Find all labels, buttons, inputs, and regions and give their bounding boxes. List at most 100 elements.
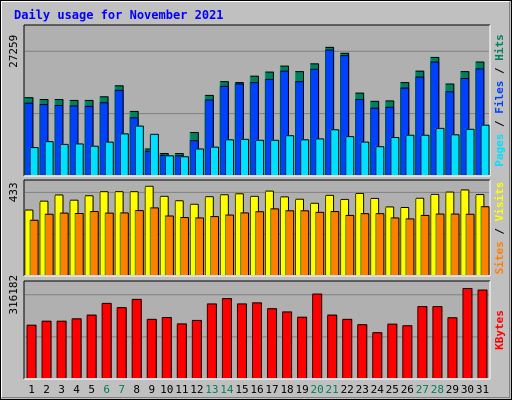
legend-entry-sites: Sites [493, 241, 506, 274]
bar-sites [104, 212, 114, 275]
x-tick-label: 27 [416, 383, 429, 396]
bar-visits [159, 195, 169, 275]
bar-pages [330, 129, 340, 175]
bar-kbytes [146, 318, 157, 378]
legend-top: Pages / Files / Hits [493, 34, 506, 167]
bar-visits [54, 194, 64, 275]
bar-pages [164, 155, 174, 175]
bar-pages [345, 136, 355, 175]
bar-kbytes [161, 317, 172, 378]
bar-pages [210, 146, 220, 175]
bar-visits [219, 194, 229, 275]
bar-files [144, 150, 154, 175]
x-tick-label: 31 [476, 383, 489, 396]
x-tick-label: 8 [133, 383, 140, 396]
bar-kbytes [432, 306, 443, 378]
bar-visits [294, 198, 304, 275]
legend-entry-pages: Pages [493, 134, 506, 167]
x-tick-label: 15 [235, 383, 248, 396]
bar-sites [315, 211, 325, 275]
bar-files [385, 106, 395, 175]
bar-sites [179, 217, 189, 275]
bar-sites [89, 211, 99, 275]
bar-files [294, 81, 304, 175]
bar-kbytes [462, 287, 473, 378]
bar-visits [325, 194, 335, 275]
bar-kbytes [191, 319, 202, 378]
x-tick-label: 25 [386, 383, 399, 396]
bar-files [234, 83, 244, 175]
bar-kbytes [236, 303, 247, 378]
bar-sites [225, 214, 235, 275]
bar-sites [119, 212, 129, 275]
bar-visits [355, 192, 365, 275]
bar-kbytes [477, 289, 488, 378]
legend-entry-kbytes: KBytes [493, 310, 506, 350]
bar-visits [204, 196, 214, 275]
bar-kbytes [131, 298, 142, 378]
bar-files [264, 78, 274, 175]
bar-visits [340, 198, 350, 275]
bar-visits [114, 191, 124, 275]
bar-visits [69, 199, 79, 275]
x-tick-label: 10 [160, 383, 173, 396]
legend-separator: / [493, 114, 506, 134]
bar-files [219, 85, 229, 175]
bar-pages [194, 148, 204, 175]
x-tick-label: 16 [250, 383, 263, 396]
x-tick-label: 14 [220, 383, 234, 396]
bar-sites [405, 218, 415, 275]
bar-kbytes [221, 298, 232, 378]
bar-pages [390, 137, 400, 175]
bar-files [415, 76, 425, 175]
x-tick-label: 9 [148, 383, 155, 396]
x-tick-label: 26 [401, 383, 414, 396]
x-tick-label: 12 [190, 383, 203, 396]
x-tick-label: 23 [356, 383, 369, 396]
bar-files [69, 105, 79, 175]
x-tick-label: 5 [88, 383, 95, 396]
x-tick-label: 24 [371, 383, 385, 396]
bar-files [475, 68, 485, 175]
bar-files [54, 104, 64, 175]
bar-files [159, 154, 169, 175]
bar-kbytes [267, 308, 278, 378]
bar-pages [435, 127, 445, 175]
bar-visits [24, 209, 34, 275]
bar-kbytes [342, 318, 353, 378]
bar-sites [330, 211, 340, 275]
bar-sites [390, 217, 400, 275]
bar-visits [189, 203, 199, 275]
bar-files [204, 99, 214, 175]
bar-files [249, 82, 259, 175]
legend-entry-hits: Hits [493, 34, 506, 61]
bar-pages [285, 135, 295, 175]
bar-sites [164, 215, 174, 275]
bar-pages [89, 145, 99, 175]
bar-sites [360, 213, 370, 275]
bar-kbytes [71, 318, 82, 378]
x-tick-label: 13 [205, 383, 218, 396]
x-tick-label: 18 [280, 383, 293, 396]
x-tick-label: 2 [43, 383, 50, 396]
bar-sites [465, 213, 475, 275]
x-tick-label: 21 [326, 383, 339, 396]
x-tick-label: 4 [73, 383, 80, 396]
bar-pages [179, 156, 189, 175]
legend-middle: Sites / Visits [493, 182, 506, 275]
y-tick-label: 433 [7, 182, 20, 202]
bar-pages [240, 138, 250, 175]
bar-kbytes [206, 303, 217, 378]
bar-visits [144, 185, 154, 275]
bar-sites [29, 219, 39, 275]
bar-files [310, 68, 320, 175]
legend-separator: / [493, 221, 506, 241]
bar-sites [59, 212, 69, 275]
bar-kbytes [116, 307, 127, 378]
bar-sites [255, 211, 265, 275]
bar-sites [480, 206, 490, 275]
bar-pages [59, 143, 69, 175]
y-tick-label: 316182 [7, 275, 20, 315]
bar-visits [99, 191, 109, 275]
